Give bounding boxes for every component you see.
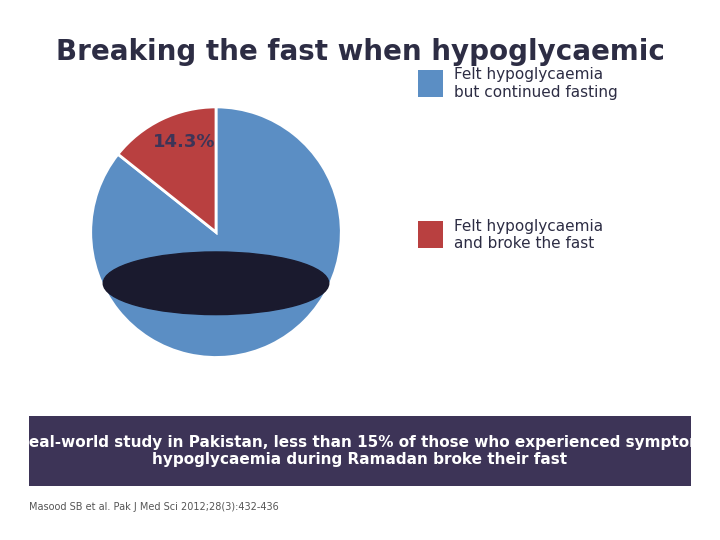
Ellipse shape: [103, 252, 329, 315]
Text: 14.3%: 14.3%: [153, 133, 216, 151]
Text: Felt hypoglycaemia
and broke the fast: Felt hypoglycaemia and broke the fast: [454, 219, 603, 251]
Text: Masood SB et al. Pak J Med Sci 2012;28(3):432-436: Masood SB et al. Pak J Med Sci 2012;28(3…: [29, 502, 279, 512]
Text: Felt hypoglycaemia
but continued fasting: Felt hypoglycaemia but continued fasting: [454, 68, 617, 100]
Text: In a real-world study in Pakistan, less than 15% of those who experienced sympto: In a real-world study in Pakistan, less …: [0, 435, 720, 467]
FancyBboxPatch shape: [16, 414, 704, 488]
Text: Breaking the fast when hypoglycaemic: Breaking the fast when hypoglycaemic: [55, 38, 665, 66]
Text: 85.7%: 85.7%: [191, 254, 253, 273]
Wedge shape: [118, 107, 216, 232]
Wedge shape: [91, 107, 341, 357]
